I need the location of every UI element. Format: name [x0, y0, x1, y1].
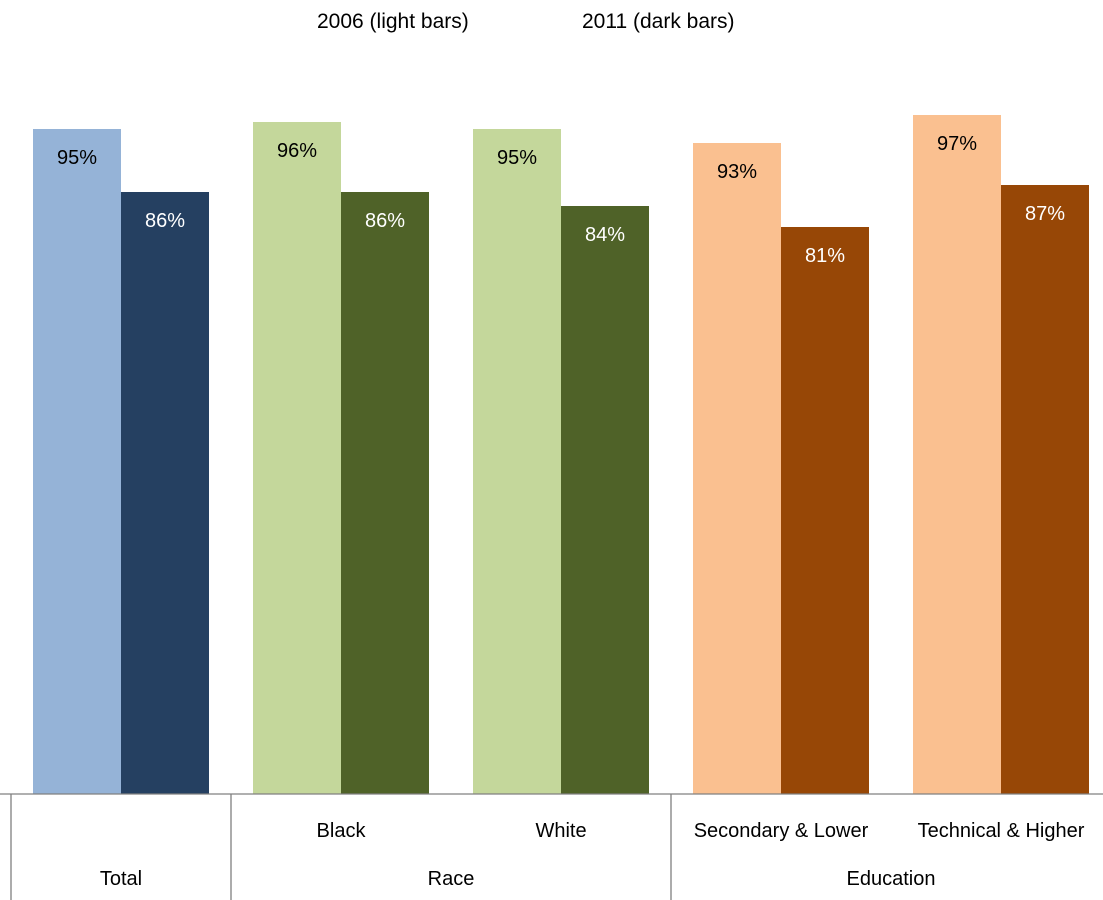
value-label-2006-secondary-lower: 93% [717, 161, 757, 183]
bar-2011-technical-higher [1001, 185, 1089, 794]
value-label-2011-secondary-lower: 81% [805, 245, 845, 267]
category-label-secondary-lower: Secondary & Lower [694, 820, 869, 842]
bar-2006-secondary-lower [693, 143, 781, 794]
value-label-2011-technical-higher: 87% [1025, 203, 1065, 225]
value-label-2011-black: 86% [365, 210, 405, 232]
category-axis: Black White Secondary & Lower Technical & H… [0, 793, 1103, 900]
bar-2006-white [473, 129, 561, 794]
bar-2011-total [121, 192, 209, 794]
group-label-total: Total [100, 868, 142, 890]
bar-2006-black [253, 122, 341, 794]
value-label-2011-total: 86% [145, 210, 185, 232]
bars-layer: 95% 86% 96% 86% 95% 84% 93% 81% 97% 87% [33, 115, 1089, 794]
group-label-race: Race [428, 868, 475, 890]
bar-2006-technical-higher [913, 115, 1001, 794]
value-label-2006-black: 96% [277, 140, 317, 162]
bar-2006-total [33, 129, 121, 794]
category-label-white: White [535, 820, 586, 842]
value-label-2006-white: 95% [497, 147, 537, 169]
value-label-2006-total: 95% [57, 147, 97, 169]
category-label-black: Black [317, 820, 367, 842]
value-label-2011-white: 84% [585, 224, 625, 246]
legend-2011: 2011 (dark bars) [582, 10, 735, 33]
bar-2011-black [341, 192, 429, 794]
group-label-education: Education [847, 868, 936, 890]
category-label-technical-higher: Technical & Higher [918, 820, 1085, 842]
bar-2011-white [561, 206, 649, 794]
legend-2006: 2006 (light bars) [317, 10, 469, 33]
bar-2011-secondary-lower [781, 227, 869, 794]
value-label-2006-technical-higher: 97% [937, 133, 977, 155]
